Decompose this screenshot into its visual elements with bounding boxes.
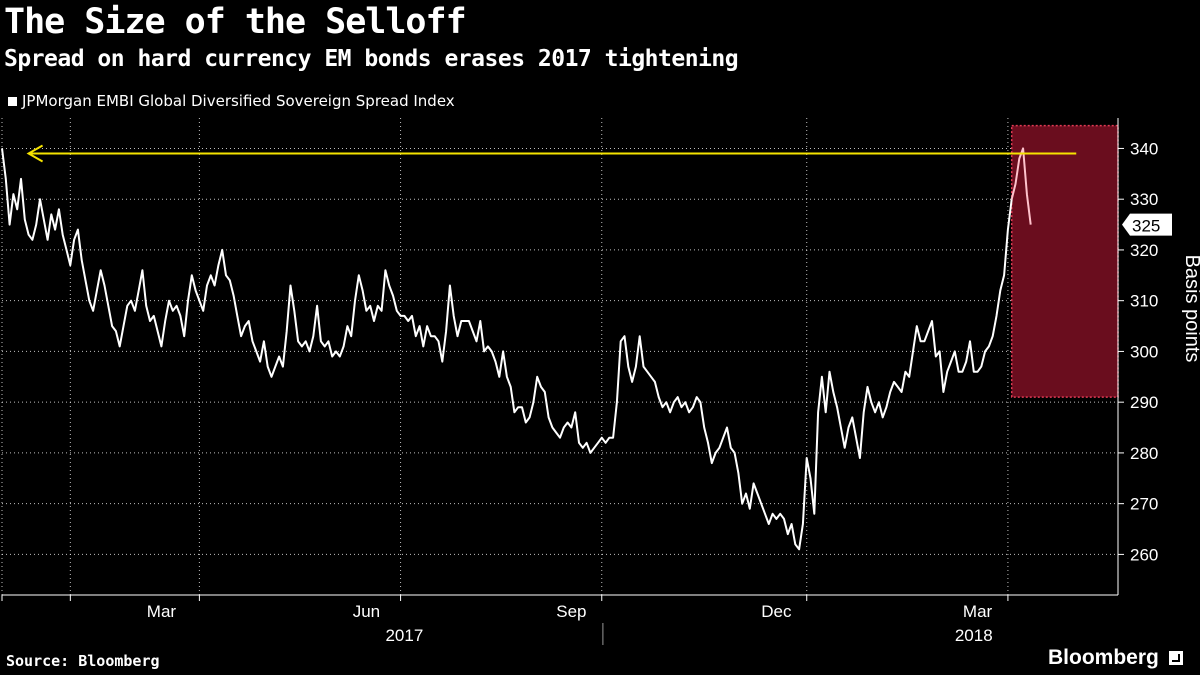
- chart-title: The Size of the Selloff: [4, 2, 467, 42]
- legend: JPMorgan EMBI Global Diversified Soverei…: [8, 92, 455, 110]
- y-tick-label: 280: [1130, 444, 1158, 463]
- grid-layer: [1, 118, 1118, 595]
- brand-name: Bloomberg: [1048, 646, 1159, 669]
- x-month-label: Jun: [353, 602, 380, 621]
- y-tick-label: 270: [1130, 495, 1158, 514]
- line-layer: [1, 147, 1032, 551]
- y-tick-label: 260: [1130, 545, 1158, 564]
- legend-label: JPMorgan EMBI Global Diversified Soverei…: [22, 92, 455, 110]
- last-value-label: 325: [1132, 217, 1160, 236]
- expand-icon[interactable]: [1168, 651, 1183, 665]
- x-month-label: Sep: [556, 602, 586, 621]
- axis-layer: 260 270 280 290 300 310 320 330 340 Mar Jun Sep Dec M…: [1, 118, 1200, 645]
- annotation-arrow-head: [26, 144, 44, 163]
- source-note: Source: Bloomberg: [6, 652, 160, 670]
- brand-logo: Bloomberg: [1048, 646, 1183, 670]
- highlight-layer: [1010, 124, 1119, 398]
- y-tick-label: 290: [1130, 393, 1158, 412]
- x-year-label: 2018: [955, 626, 993, 645]
- x-month-label: Mar: [147, 602, 177, 621]
- legend-swatch: [8, 96, 17, 106]
- last-value-tag: [1122, 213, 1172, 236]
- x-year-label: 2017: [385, 626, 423, 645]
- y-axis-title: Basis points: [1181, 255, 1200, 363]
- y-tick-label: 340: [1130, 139, 1158, 158]
- highlight-box: [1010, 124, 1119, 398]
- y-tick-label: 310: [1130, 292, 1158, 311]
- y-tick-label: 330: [1130, 190, 1158, 209]
- annotation-layer: 325: [26, 144, 1172, 236]
- series-line: [1, 148, 1013, 551]
- y-tick-label: 320: [1130, 241, 1158, 260]
- chart-subtitle: Spread on hard currency EM bonds erases …: [4, 46, 739, 72]
- y-tick-label: 300: [1130, 342, 1158, 361]
- x-month-label: Mar: [963, 602, 993, 621]
- x-month-label: Dec: [761, 602, 792, 621]
